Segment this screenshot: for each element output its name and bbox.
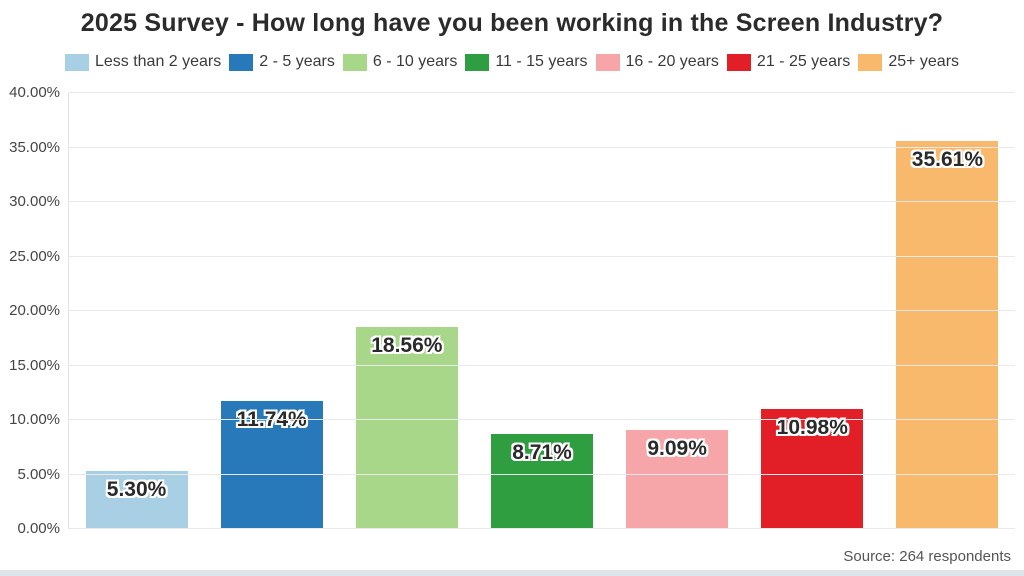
y-tick-label: 25.00%: [9, 247, 60, 265]
legend-swatch: [858, 53, 883, 71]
bar-value-label: 11.74%: [236, 408, 307, 432]
legend-item-2: 6 - 10 years: [342, 53, 458, 71]
legend-swatch: [229, 53, 254, 71]
y-tick-label: 35.00%: [9, 138, 60, 156]
legend-item-4: 16 - 20 years: [595, 53, 719, 71]
bar-value-label: 18.56%: [371, 333, 443, 357]
chart-legend: Less than 2 years 2 - 5 years 6 - 10 years…: [0, 53, 1024, 71]
bar-2-5-years: 11.74%: [220, 401, 323, 529]
legend-item-3: 11 - 15 years: [465, 53, 588, 71]
legend-swatch: [726, 53, 751, 71]
legend-item-6: 25+ years: [858, 53, 959, 71]
legend-label: 21 - 25 years: [756, 53, 851, 70]
bar-less-than-2-years: 5.30%: [85, 471, 188, 529]
bar-group: 5.30% 11.74% 18.56% 8.71% 9.09% 10.98% 35.61%: [69, 93, 1015, 529]
legend-label: Less than 2 years: [94, 53, 222, 70]
legend-label: 2 - 5 years: [259, 53, 335, 70]
legend-label: 11 - 15 years: [495, 53, 588, 70]
y-tick-label: 15.00%: [9, 356, 60, 374]
y-tick-label: 40.00%: [9, 84, 60, 101]
bar-value-label: 5.30%: [106, 478, 167, 502]
gridline: [69, 310, 1015, 311]
bar-16-20-years: 9.09%: [626, 429, 729, 529]
gridline: [69, 201, 1015, 202]
bar-value-label: 9.09%: [647, 436, 707, 460]
chart-title: 2025 Survey - How long have you been wor…: [80, 9, 944, 37]
legend-item-5: 21 - 25 years: [726, 53, 851, 71]
bar-value-label: 35.61%: [911, 147, 984, 171]
y-tick-label: 5.00%: [17, 465, 60, 483]
gridline: [69, 364, 1015, 366]
gridline: [69, 146, 1015, 148]
legend-swatch: [595, 53, 620, 71]
gridline: [69, 473, 1015, 475]
bar-6-10-years: 18.56%: [355, 326, 458, 529]
bar-25-years: 35.61%: [896, 140, 999, 529]
gridline: [69, 255, 1015, 257]
y-tick-label: 10.00%: [9, 411, 60, 428]
y-tick-label: 20.00%: [9, 302, 60, 319]
y-tick-label: 0.00%: [17, 520, 60, 537]
y-tick-label: 30.00%: [9, 193, 60, 210]
footer-strip: [0, 570, 1024, 576]
legend-label: 16 - 20 years: [625, 53, 719, 70]
bar-value-label: 8.71%: [512, 441, 572, 465]
gridline: [69, 92, 1015, 93]
bar-value-label: 10.98%: [776, 416, 848, 440]
bar-11-15-years: 8.71%: [490, 434, 593, 529]
legend-item-0: Less than 2 years: [64, 53, 222, 71]
plot-area: 5.30% 11.74% 18.56% 8.71% 9.09% 10.98% 35.61%: [68, 92, 1015, 529]
source-note: Source: 264 respondents: [843, 548, 1011, 565]
legend-swatch: [64, 53, 89, 71]
legend-swatch: [465, 53, 490, 71]
legend-label: 25+ years: [888, 53, 960, 70]
legend-label: 6 - 10 years: [372, 53, 458, 70]
bar-21-25-years: 10.98%: [761, 409, 864, 529]
gridline: [69, 528, 1015, 529]
legend-swatch: [342, 53, 367, 71]
legend-item-1: 2 - 5 years: [229, 53, 335, 71]
gridline: [69, 419, 1015, 420]
